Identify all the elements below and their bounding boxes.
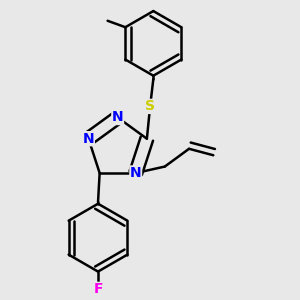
Text: S: S: [145, 99, 155, 113]
Text: F: F: [93, 282, 103, 296]
Text: N: N: [130, 166, 142, 180]
Text: N: N: [112, 110, 124, 124]
Text: N: N: [83, 132, 94, 146]
